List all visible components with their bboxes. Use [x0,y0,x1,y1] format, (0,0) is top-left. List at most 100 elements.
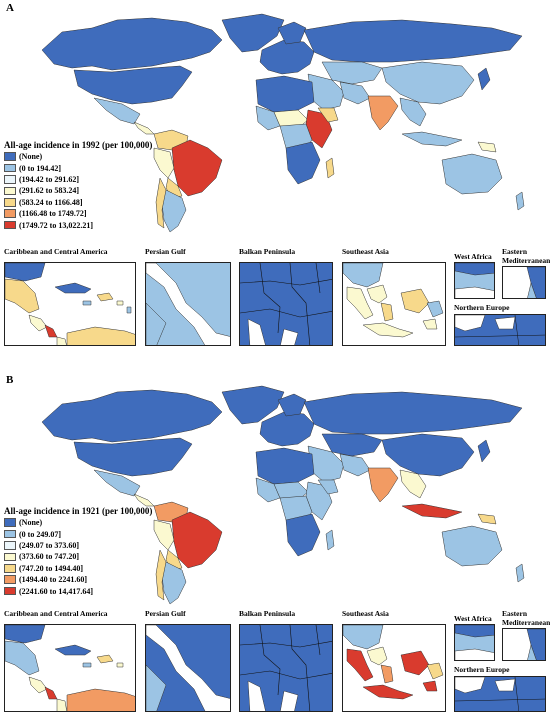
region-chile [155,549,167,601]
legend-item: (None) [4,151,174,162]
inset-title-se-asia: Southeast Asia [342,247,389,256]
region-russia [303,19,523,63]
inset-northern-europe [454,676,546,712]
region-usa [73,437,193,477]
legend-item: (1166.48 to 1749.72] [4,208,174,219]
legend-swatch [4,220,16,230]
inset-title-west-africa: West Africa [454,614,492,623]
inset-caribbean [4,262,136,346]
region-indonesia [401,131,463,147]
inset-balkan [239,262,333,346]
legend-swatch [4,518,16,527]
inset-persian-gulf-map [146,263,230,345]
inset-west-africa [454,262,495,299]
region-china [381,61,475,105]
region-japan [477,439,491,463]
panel-b: B [0,372,550,716]
panel-letter: B [6,374,14,386]
legend-item: (None) [4,517,174,528]
legend-title: All-age incidence in 1992 (per 100,000) [4,140,153,150]
legend: All-age incidence in 1921 (per 100,000) … [4,506,174,597]
legend-title: All-age incidence in 1921 (per 100,000) [4,506,153,516]
inset-title-eastern-med-1: Eastern [502,609,527,618]
inset-northern-europe-map [455,677,545,711]
region-png [477,141,497,153]
legend-item: (0 to 249.07] [4,528,174,539]
inset-northern-europe [454,314,546,346]
legend-swatch [4,152,16,161]
inset-se-asia [342,262,446,346]
legend-label: (2241.60 to 14,417.64] [19,586,93,596]
region-indonesia [401,503,463,519]
region-china [381,433,475,477]
region-russia [303,391,523,435]
region-southern-africa [285,513,321,557]
legend-label: (249.07 to 373.60] [19,540,79,550]
inset-title-eastern-med-2: Mediterranean [502,618,550,627]
inset-west-africa [454,624,495,661]
inset-title-persian-gulf: Persian Gulf [145,609,186,618]
region-southern-africa [285,141,321,185]
region-greenland [221,385,285,425]
region-india [367,95,399,131]
region-new-zealand [515,191,525,211]
inset-title-persian-gulf: Persian Gulf [145,247,186,256]
legend-label: (1749.72 to 13,022.21] [19,220,93,230]
legend-item: (583.24 to 1166.48] [4,197,174,208]
inset-title-west-africa: West Africa [454,252,492,261]
region-png [477,513,497,525]
legend-label: (747.20 to 1494.40] [19,563,83,573]
legend-item: (0 to 194.42] [4,162,174,173]
region-new-zealand [515,563,525,583]
world-map [41,13,525,233]
legend-label: (194.42 to 291.62] [19,174,79,184]
legend-swatch [4,552,16,562]
legend-item: (249.07 to 373.60] [4,540,174,551]
region-brazil [171,511,223,569]
inset-title-northern-europe: Northern Europe [454,303,510,312]
legend-item: (2241.60 to 14,417.64] [4,585,174,596]
legend-label: (None) [19,152,43,162]
region-north-africa [255,447,315,485]
legend-swatch [4,209,16,218]
inset-northern-europe-map [455,315,545,345]
legend-swatch [4,586,16,596]
region-canada [41,17,223,71]
inset-title-eastern-med-1: Eastern [502,247,527,256]
inset-title-caribbean: Caribbean and Central America [4,247,108,256]
inset-se-asia-map [343,625,444,700]
legend-swatch [4,541,16,550]
region-india [367,467,399,503]
region-madagascar [325,157,335,179]
world-map [41,385,525,605]
inset-se-asia [342,624,446,712]
region-iran [339,81,371,105]
region-scandinavia [277,21,307,45]
legend-item: (194.42 to 291.62] [4,174,174,185]
region-central-america [133,121,155,135]
legend-label: (373.60 to 747.20] [19,552,79,562]
region-chile [155,177,167,229]
legend-label: (0 to 194.42] [19,163,61,173]
inset-eastern-med-map [503,267,545,298]
region-madagascar [325,529,335,551]
region-mexico [93,469,141,497]
legend-label: (0 to 249.07] [19,529,61,539]
legend-label: (None) [19,518,43,528]
inset-eastern-med-map [503,629,545,660]
inset-title-balkan: Balkan Peninsula [239,247,296,256]
region-se-asia [399,469,427,499]
inset-caribbean-map [5,625,135,711]
region-greenland [221,13,285,53]
panel-letter: A [6,2,14,14]
legend-swatch [4,575,16,584]
legend-swatch [4,198,16,207]
region-se-asia [399,97,427,127]
inset-title-eastern-med-2: Mediterranean [502,256,550,265]
inset-persian-gulf [145,624,231,712]
legend-item: (373.60 to 747.20] [4,551,174,562]
legend-item: (1749.72 to 13,022.21] [4,219,174,230]
inset-caribbean-map [5,263,135,345]
inset-title-se-asia: Southeast Asia [342,609,389,618]
region-usa [73,65,193,105]
